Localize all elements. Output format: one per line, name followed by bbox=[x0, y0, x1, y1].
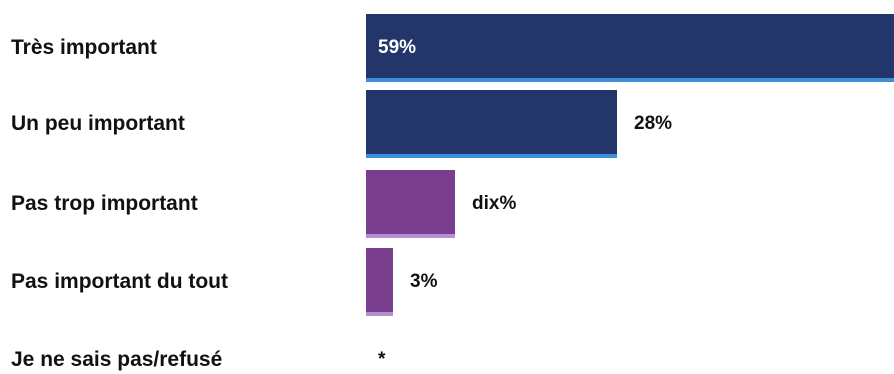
category-label: Pas trop important bbox=[11, 192, 198, 215]
value-label: * bbox=[378, 349, 386, 370]
bar bbox=[366, 90, 617, 158]
bar-edge bbox=[366, 234, 455, 238]
bar-edge bbox=[366, 154, 617, 158]
category-label: Pas important du tout bbox=[11, 270, 228, 293]
bar bbox=[366, 248, 393, 316]
bar bbox=[366, 14, 894, 82]
value-label: 28% bbox=[634, 113, 673, 134]
value-label: 59% bbox=[378, 37, 417, 58]
bar bbox=[366, 170, 455, 238]
bar-edge bbox=[366, 312, 393, 316]
bar-edge bbox=[366, 78, 894, 82]
category-label: Très important bbox=[11, 36, 157, 59]
category-label: Je ne sais pas/refusé bbox=[11, 348, 223, 371]
value-label: 3% bbox=[410, 271, 438, 292]
value-label: dix% bbox=[472, 193, 517, 214]
category-label: Un peu important bbox=[11, 112, 185, 135]
